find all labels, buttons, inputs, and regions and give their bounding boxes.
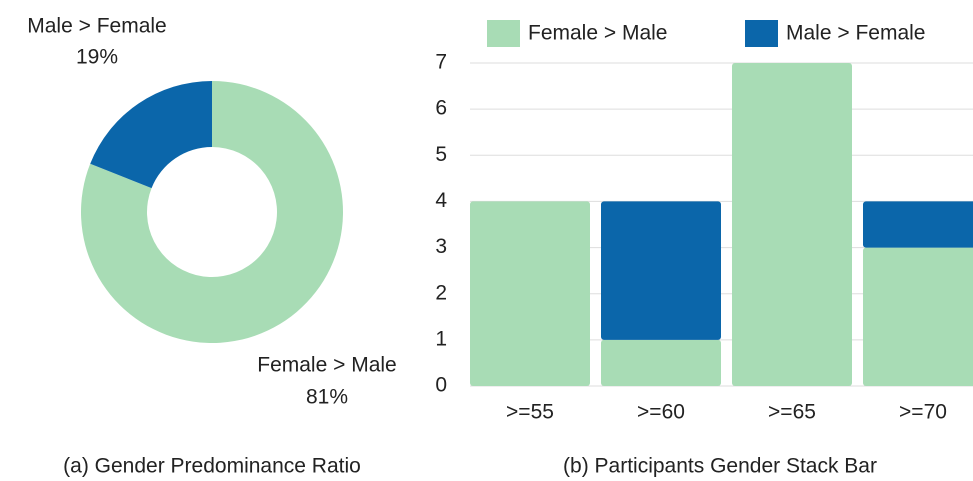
bar-segment xyxy=(732,63,852,386)
x-tick-label: >=65 xyxy=(768,401,816,424)
x-tick-label: >=55 xyxy=(506,401,554,424)
legend-swatch xyxy=(745,20,778,47)
y-tick-label: 4 xyxy=(435,189,447,212)
slice-label: Male > Female xyxy=(27,15,166,38)
pie-slice xyxy=(80,81,343,343)
y-tick-label: 0 xyxy=(435,374,447,397)
bar-segment xyxy=(601,201,721,340)
bar-segment xyxy=(863,201,973,248)
y-tick-label: 5 xyxy=(435,143,447,166)
y-tick-label: 7 xyxy=(435,51,447,74)
y-tick-label: 1 xyxy=(435,327,447,350)
y-tick-label: 3 xyxy=(435,235,447,258)
slice-label: Female > Male xyxy=(257,354,396,377)
x-tick-label: >=60 xyxy=(637,401,685,424)
slice-value-label: 19% xyxy=(76,46,118,69)
bar-segment xyxy=(601,339,721,386)
bar-segment xyxy=(863,247,973,386)
y-tick-label: 2 xyxy=(435,281,447,304)
bar-segment xyxy=(470,201,590,386)
legend-label: Female > Male xyxy=(528,22,667,45)
legend-label: Male > Female xyxy=(786,22,925,45)
legend-swatch xyxy=(487,20,520,47)
pie-slice xyxy=(90,81,212,189)
y-tick-label: 6 xyxy=(435,97,447,120)
bar-caption: (b) Participants Gender Stack Bar xyxy=(563,455,877,478)
slice-value-label: 81% xyxy=(306,386,348,409)
pie-caption: (a) Gender Predominance Ratio xyxy=(63,455,361,478)
x-tick-label: >=70 xyxy=(899,401,947,424)
